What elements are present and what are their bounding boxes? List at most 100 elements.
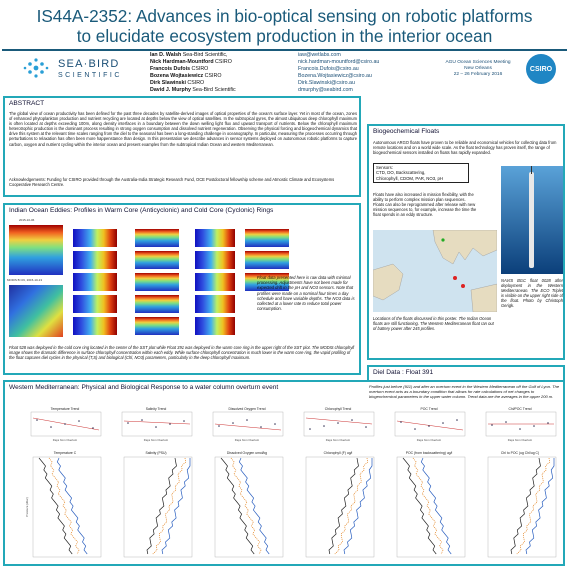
biogeochemical-floats-panel: Biogeochemical Floats Autonomous ARGO fl…	[367, 124, 565, 360]
trend-chart-title: Salinity Trend	[146, 407, 167, 411]
trend-chart-title: Chlorophyll Trend	[325, 407, 352, 411]
abstract-panel: ABSTRACT The global view of ocean produc…	[3, 96, 361, 197]
author-row: Bozena Wojtasiewicz CSIRO	[150, 73, 310, 80]
trend-point	[533, 425, 535, 427]
sst-date-label: 2015-10-06	[19, 218, 35, 222]
trend-chart-title: Dissolved Oxygen Trend	[229, 407, 266, 411]
trend-chart-frame	[30, 411, 102, 437]
trend-point	[337, 422, 339, 424]
profile-chart-title: Chlorophyll (F) ug/l	[324, 451, 353, 455]
section-plot-1a	[73, 229, 117, 247]
section-plot-3c	[195, 273, 235, 291]
author-affiliation: CSIRO	[213, 59, 232, 65]
section-plot-3b	[195, 251, 235, 269]
csiro-logo-icon: CSIRO	[526, 54, 556, 84]
trend-point	[50, 426, 52, 428]
section-plot-1e	[73, 317, 117, 335]
profile-chart-frame	[32, 456, 102, 558]
meeting-location: New Orleans	[464, 66, 492, 72]
trend-line	[214, 423, 282, 431]
trend-point	[323, 425, 325, 427]
sensors-line-1: CTD, DO, Backscattering,	[376, 170, 426, 176]
trend-point	[155, 426, 157, 428]
eddies-note: Float data presented here is raw data wi…	[257, 275, 355, 312]
trend-point	[218, 425, 220, 427]
eddies-caption: Float 528 was deployed in the cold core …	[9, 345, 355, 361]
profile-line	[56, 457, 88, 555]
email-link[interactable]: dmurphy@seabird.com	[298, 87, 353, 93]
trend-point	[260, 426, 262, 428]
poster-title: IS44A-2352: Advances in bio-optical sens…	[6, 6, 563, 46]
title-line-2: to elucidate ecosystem production in the…	[76, 26, 493, 46]
trend-point	[365, 426, 367, 428]
profile-line	[343, 458, 373, 555]
email-link[interactable]: iaw@wetlabs.com	[298, 52, 341, 58]
profile-line	[516, 457, 551, 555]
trend-xlabel: Days from Overturn	[508, 438, 533, 442]
profile-chart-frame	[305, 456, 375, 558]
profile-line	[402, 457, 437, 555]
trend-point	[505, 421, 507, 423]
section-plot-4b	[245, 251, 289, 269]
trend-chart-frame	[303, 411, 375, 437]
author-row: Francois Dufois CSIRO	[150, 66, 310, 73]
sensors-line-2: Chlorophyll, CDOM, PAR, NO3, pH	[376, 175, 444, 181]
trend-point	[232, 422, 234, 424]
float-antenna-icon	[531, 166, 532, 174]
trend-xlabel: Days from Overturn	[144, 438, 169, 442]
author-name: Ian D. Walsh	[150, 52, 182, 58]
trend-point	[169, 423, 171, 425]
trend-point	[246, 419, 248, 421]
section-plot-3d	[195, 295, 235, 313]
trend-line	[396, 420, 464, 431]
trend-point	[78, 420, 80, 422]
profile-line	[525, 458, 555, 555]
header-divider	[2, 49, 567, 51]
profile-chart-frame	[214, 456, 284, 558]
section-plot-2b	[135, 251, 179, 269]
author-row: Ian D. Walsh Sea-Bird Scientific,	[150, 52, 310, 59]
float-missions-text: Floats have also increased in mission fl…	[373, 192, 477, 218]
trend-point	[442, 422, 444, 424]
logo-wordmark: SEA·BIRD	[58, 58, 120, 70]
email-link[interactable]: Dirk.Slawinski@csiro.au	[298, 80, 355, 86]
profile-chart: Temperature C Pressure (dbar)	[25, 451, 102, 558]
profile-line	[328, 457, 359, 555]
trend-xlabel: Days from Overturn	[326, 438, 351, 442]
profile-chart: Salinity (PSU)	[123, 451, 193, 558]
profile-chart-title: POC (from backscattering) ug/l	[406, 451, 453, 455]
trend-point	[127, 422, 129, 424]
section-plot-1d	[73, 295, 117, 313]
float-photo	[501, 166, 563, 274]
float-locations-map	[372, 229, 498, 313]
author-affiliation: Sea-Bird Scientific	[190, 87, 236, 93]
indian-ocean-eddies-panel: Indian Ocean Eddies: Profiles in Warm Co…	[3, 203, 361, 375]
profile-line	[230, 457, 262, 555]
diel-heading: Diel Data : Float 391	[373, 369, 434, 376]
trend-line	[32, 417, 100, 431]
meeting-dates: 22 – 26 February 2016	[453, 72, 503, 78]
seabird-logo-icon	[23, 58, 49, 78]
abstract-heading: ABSTRACT	[9, 100, 45, 107]
profile-chart: Chlorophyll (F) ug/l	[305, 451, 375, 558]
email-link[interactable]: Bozena.Wojtasiewicz@csiro.au	[298, 73, 372, 79]
trend-point	[519, 428, 521, 430]
trend-point	[414, 428, 416, 430]
trend-chart-title: Temperature Trend	[51, 407, 80, 411]
section-plot-2d	[135, 295, 179, 313]
profile-charts-row: Temperature C Pressure (dbar) Salinity (PS…	[25, 450, 561, 562]
profile-chart-title: Dissolved Oxygen umol/kg	[227, 451, 267, 455]
title-line-1: IS44A-2352: Advances in bio-optical sens…	[36, 6, 533, 26]
profile-line	[48, 457, 80, 555]
email-link[interactable]: nick.hardman-mountford@csiro.au	[298, 59, 380, 65]
author-row: David J. Murphy Sea-Bird Scientific	[150, 87, 310, 94]
biogeo-heading: Biogeochemical Floats	[373, 128, 440, 135]
trend-point	[547, 422, 549, 424]
trend-chart-frame	[212, 411, 284, 437]
trend-xlabel: Days from Overturn	[235, 438, 260, 442]
trend-chart-title: Chl/POC Trend	[509, 407, 532, 411]
trend-chart-title: POC Trend	[421, 407, 438, 411]
author-name: David J. Murphy	[150, 87, 191, 93]
profile-line	[38, 457, 73, 555]
email-link[interactable]: Francois.Dufois@csiro.au	[298, 66, 359, 72]
